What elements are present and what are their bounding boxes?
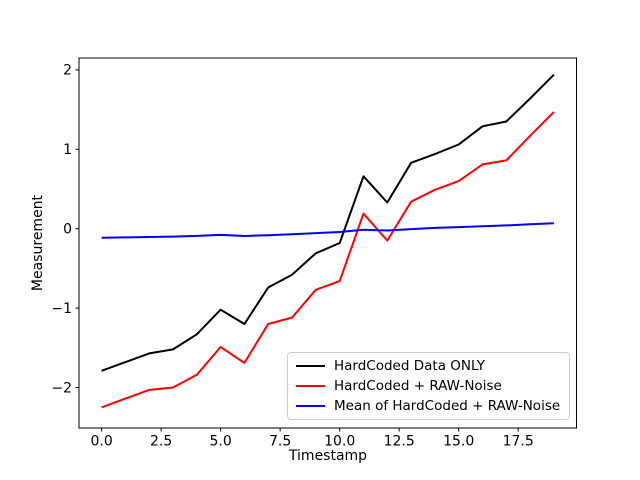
legend-item: HardCoded Data ONLY [296, 358, 561, 374]
x-tick-label: 0.0 [90, 434, 112, 450]
series-line-2 [101, 222, 554, 239]
y-tick-label: 1 [63, 142, 72, 158]
x-tick-label: 15.0 [443, 434, 474, 450]
legend-label: HardCoded + RAW-Noise [334, 378, 502, 394]
y-tick-label: 0 [63, 222, 72, 238]
series-line-0 [101, 73, 555, 372]
y-tick-label: 2 [63, 63, 72, 79]
legend-item: Mean of HardCoded + RAW-Noise [296, 398, 561, 414]
x-tick-label: 12.5 [384, 434, 415, 450]
x-tick-label: 17.5 [503, 434, 534, 450]
x-tick-label: 2.5 [150, 434, 172, 450]
legend-line-sample-blue [296, 405, 325, 407]
legend-line-sample-black [296, 365, 325, 367]
y-tick-label: −1 [51, 301, 72, 317]
x-tick-label: 7.5 [269, 434, 291, 450]
x-axis-label: Timestamp [288, 448, 368, 464]
legend-item: HardCoded + RAW-Noise [296, 378, 561, 394]
series-line-1 [101, 111, 555, 409]
plot-border [78, 57, 577, 429]
y-tick-label: −2 [51, 380, 72, 396]
legend-label: HardCoded Data ONLY [334, 358, 485, 374]
legend-line-sample-red [296, 385, 325, 387]
x-tick-label: 5.0 [209, 434, 231, 450]
legend-label: Mean of HardCoded + RAW-Noise [334, 398, 561, 414]
legend: HardCoded Data ONLY HardCoded + RAW-Nois… [287, 352, 570, 420]
y-axis-label: Measurement [30, 194, 46, 292]
x-tick-label: 10.0 [324, 434, 355, 450]
